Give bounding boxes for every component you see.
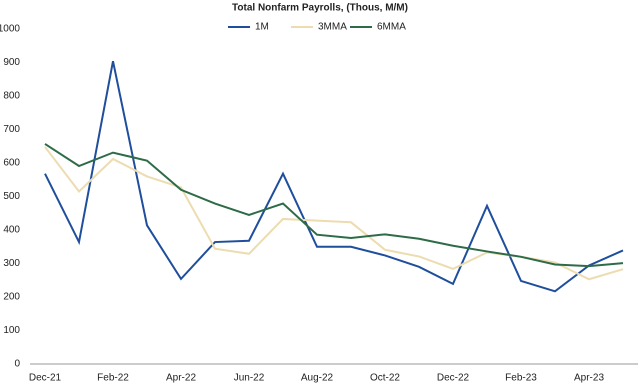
legend-label: 3MMA <box>318 22 347 33</box>
y-tick-label: 700 <box>3 124 20 135</box>
series-line <box>44 60 624 293</box>
x-tick-label: Feb-23 <box>505 373 537 384</box>
y-tick-label: 300 <box>3 258 20 269</box>
y-tick-label: 0 <box>14 359 20 370</box>
chart-title: Total Nonfarm Payrolls, (Thous, M/M) <box>232 3 408 14</box>
y-tick-label: 1000 <box>0 24 20 35</box>
x-tick-label: Oct-22 <box>370 373 400 384</box>
x-tick-label: Apr-22 <box>166 373 196 384</box>
x-tick-label: Jun-22 <box>234 373 265 384</box>
y-tick-label: 500 <box>3 191 20 202</box>
y-tick-label: 400 <box>3 225 20 236</box>
y-tick-label: 600 <box>3 158 20 169</box>
x-tick-label: Apr-23 <box>574 373 604 384</box>
y-tick-label: 200 <box>3 292 20 303</box>
legend-label: 1M <box>255 22 269 33</box>
series-line <box>44 143 624 268</box>
x-tick-label: Feb-22 <box>97 373 129 384</box>
x-tick-label: Aug-22 <box>301 373 334 384</box>
legend-label: 6MMA <box>377 22 406 33</box>
y-tick-label: 900 <box>3 57 20 68</box>
x-tick-label: Dec-21 <box>29 373 62 384</box>
y-tick-label: 800 <box>3 91 20 102</box>
x-tick-label: Dec-22 <box>437 373 470 384</box>
y-tick-label: 100 <box>3 325 20 336</box>
